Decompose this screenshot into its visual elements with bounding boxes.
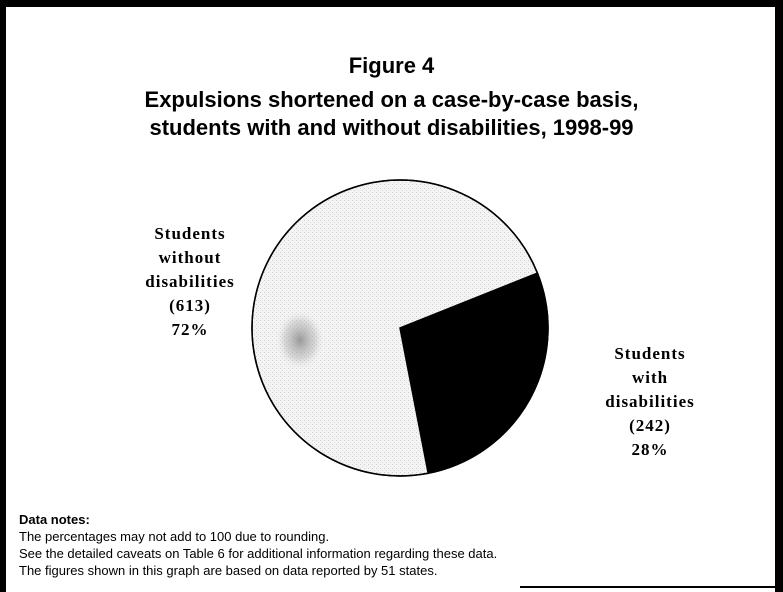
data-note-line: See the detailed caveats on Table 6 for … <box>19 546 498 561</box>
chart-title-line-1: Expulsions shortened on a case-by-case b… <box>144 87 639 112</box>
pie-slices <box>251 179 549 477</box>
data-notes-heading: Data notes: <box>19 512 90 527</box>
slice-name-line: disabilities <box>605 392 695 411</box>
slice-name-line: Students <box>614 344 686 363</box>
slice-label-without-disabilities: Students without disabilities (613) 72% <box>100 222 280 342</box>
data-notes: Data notes: The percentages may not add … <box>19 511 497 579</box>
chart-title-line-2: students with and without disabilities, … <box>149 115 634 140</box>
slice-name-line: Students <box>154 224 226 243</box>
data-note-line: The figures shown in this graph are base… <box>19 563 438 578</box>
slice-name-line: disabilities <box>145 272 235 291</box>
slice-name-line: without <box>158 248 222 267</box>
slice-count: (613) <box>169 296 211 315</box>
slice-percent: 28% <box>631 440 669 459</box>
scan-smudge <box>274 308 326 372</box>
slice-name-line: with <box>631 368 669 387</box>
slice-label-with-disabilities: Students with disabilities (242) 28% <box>560 342 740 462</box>
slice-count: (242) <box>629 416 671 435</box>
figure-label: Figure 4 <box>348 53 435 78</box>
bottom-rule <box>520 586 783 588</box>
pie-outline <box>251 179 549 477</box>
slice-percent: 72% <box>171 320 209 339</box>
data-note-line: The percentages may not add to 100 due t… <box>19 529 330 544</box>
